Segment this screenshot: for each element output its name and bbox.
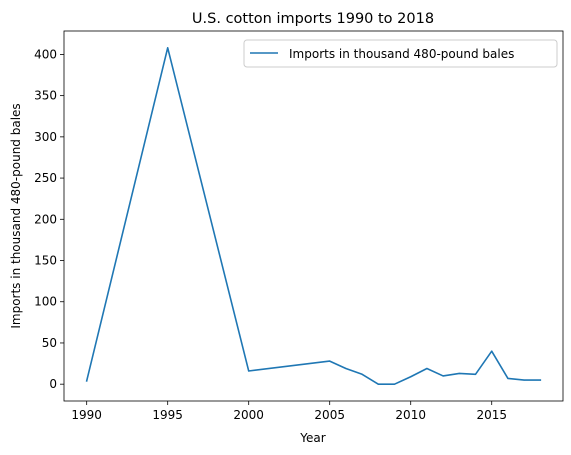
y-tick-label: 350 <box>34 89 57 103</box>
x-tick-label: 2010 <box>395 408 426 422</box>
y-tick-label: 150 <box>34 254 57 268</box>
y-tick-label: 50 <box>42 336 57 350</box>
x-tick-label: 2000 <box>233 408 264 422</box>
data-point <box>491 350 493 352</box>
data-point <box>474 373 477 375</box>
data-point <box>393 383 396 385</box>
data-point <box>345 367 347 370</box>
series-layer <box>85 47 542 385</box>
data-point <box>410 376 412 378</box>
data-point <box>458 372 460 375</box>
x-tick-label: 1990 <box>71 408 102 422</box>
legend: Imports in thousand 480-pound bales <box>243 39 558 68</box>
plot-area: 1990 1995 2000 2005 2010 2015 0 50 100 150 200 250… <box>34 30 564 422</box>
y-axis-title: Imports in thousand 480-pound bales <box>9 103 23 328</box>
data-point <box>377 383 379 385</box>
series-line <box>85 47 542 385</box>
y-tick-label: 0 <box>49 377 57 391</box>
x-axis-title: Year <box>299 431 325 445</box>
x-tick-label: 2005 <box>314 408 345 422</box>
data-point <box>523 379 525 381</box>
data-point <box>507 377 509 380</box>
y-tick-label: 200 <box>34 212 57 226</box>
data-point <box>248 370 250 372</box>
y-tick-label: 100 <box>34 295 57 309</box>
data-point <box>442 375 444 377</box>
data-point <box>539 379 541 381</box>
y-tick-label: 400 <box>34 47 57 61</box>
chart-title: U.S. cotton imports 1990 to 2018 <box>192 11 434 27</box>
data-point <box>167 47 169 49</box>
data-point <box>426 367 428 370</box>
data-point <box>329 360 331 362</box>
legend-label: Imports in thousand 480-pound bales <box>289 47 514 61</box>
data-point <box>86 380 88 382</box>
legend-box <box>243 39 558 68</box>
plot-frame <box>63 30 564 402</box>
y-tick-label: 300 <box>34 130 57 144</box>
y-axis-ticks: 0 50 100 150 200 250 300 350 400 <box>34 47 64 391</box>
x-tick-label: 2015 <box>476 408 507 422</box>
y-tick-label: 250 <box>34 171 57 185</box>
x-tick-label: 1995 <box>152 408 183 422</box>
x-axis-ticks: 1990 1995 2000 2005 2010 2015 <box>71 401 507 422</box>
data-point <box>361 373 363 375</box>
